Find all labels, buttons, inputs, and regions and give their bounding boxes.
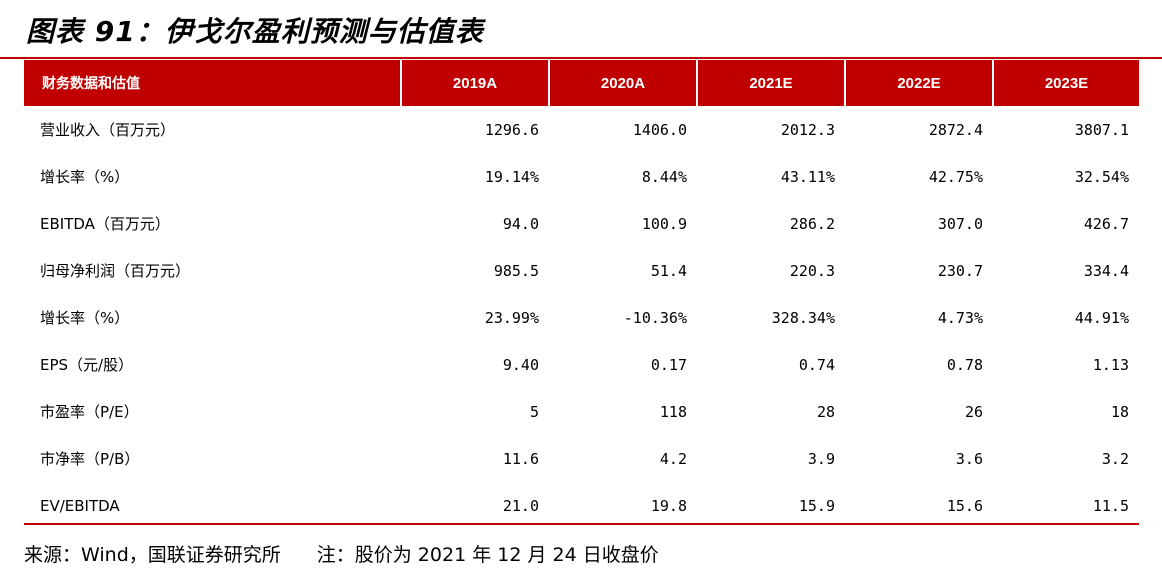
row-label: 归母净利润（百万元） [40,262,191,280]
value-cell: 18 [1110,402,1129,421]
title-divider [0,57,1162,59]
value-cell: 0.17 [650,355,687,374]
table-header-row: 财务数据和估值 2019A 2020A 2021E 2022E 2023E [24,60,1139,106]
value-cell: 44.91% [1074,308,1129,327]
value-cell: 4.2 [659,449,687,468]
value-cell: 21.0 [502,496,539,515]
table-row: EPS（元/股） 9.40 0.17 0.74 0.78 1.13 [24,341,1139,388]
table-row: 增长率（%） 19.14% 8.44% 43.11% 42.75% 32.54% [24,153,1139,200]
header-cell: 2023E [992,60,1139,106]
value-cell: 28 [816,402,835,421]
value-cell: 220.3 [789,261,835,280]
table-row: 营业收入（百万元） 1296.6 1406.0 2012.3 2872.4 3807.1 [24,106,1139,153]
header-cell: 财务数据和估值 [24,60,401,106]
value-cell: 3807.1 [1074,120,1129,139]
value-cell: -10.36% [623,308,687,327]
value-cell: 26 [964,402,983,421]
value-cell: 0.78 [946,355,983,374]
value-cell: 8.44% [641,167,687,186]
row-label: 增长率（%） [40,309,130,327]
value-cell: 42.75% [928,167,983,186]
table-row: 市净率（P/B） 11.6 4.2 3.9 3.6 3.2 [24,435,1139,482]
source-note: 来源：Wind，国联证券研究所 注：股价为 2021 年 12 月 24 日收盘价 [24,540,659,567]
value-cell: 32.54% [1074,167,1129,186]
header-cell: 2019A [400,60,549,106]
value-cell: 19.8 [650,496,687,515]
header-cell: 2021E [696,60,845,106]
row-label: 市净率（P/B） [40,450,140,468]
value-cell: 286.2 [789,214,835,233]
value-cell: 1.13 [1092,355,1129,374]
table-row: EV/EBITDA 21.0 19.8 15.9 15.6 11.5 [24,482,1139,529]
value-cell: 328.34% [771,308,835,327]
value-cell: 2872.4 [928,120,983,139]
value-cell: 100.9 [641,214,687,233]
value-cell: 5 [529,402,539,421]
row-label: 营业收入（百万元） [40,121,176,139]
row-label: EPS（元/股） [40,356,134,374]
row-label: EBITDA（百万元） [40,215,170,233]
value-cell: 51.4 [650,261,687,280]
value-cell: 230.7 [937,261,983,280]
value-cell: 11.5 [1092,496,1129,515]
value-cell: 3.2 [1101,449,1129,468]
value-cell: 23.99% [484,308,539,327]
row-label: 增长率（%） [40,168,130,186]
value-cell: 0.74 [798,355,835,374]
table-row: 归母净利润（百万元） 985.5 51.4 220.3 230.7 334.4 [24,247,1139,294]
forecast-table: 财务数据和估值 2019A 2020A 2021E 2022E 2023E 营业… [24,60,1139,529]
value-cell: 11.6 [502,449,539,468]
value-cell: 1406.0 [632,120,687,139]
value-cell: 2012.3 [780,120,835,139]
source-text: 来源：Wind，国联证券研究所 [24,544,281,566]
price-note: 注：股价为 2021 年 12 月 24 日收盘价 [316,544,659,566]
value-cell: 1296.6 [484,120,539,139]
value-cell: 43.11% [780,167,835,186]
value-cell: 307.0 [937,214,983,233]
value-cell: 94.0 [502,214,539,233]
value-cell: 985.5 [493,261,539,280]
table-row: 增长率（%） 23.99% -10.36% 328.34% 4.73% 44.91% [24,294,1139,341]
value-cell: 4.73% [937,308,983,327]
value-cell: 3.6 [955,449,983,468]
value-cell: 3.9 [807,449,835,468]
table-row: EBITDA（百万元） 94.0 100.9 286.2 307.0 426.7 [24,200,1139,247]
value-cell: 9.40 [502,355,539,374]
value-cell: 19.14% [484,167,539,186]
header-cell: 2022E [844,60,993,106]
value-cell: 15.6 [946,496,983,515]
header-cell: 2020A [548,60,697,106]
value-cell: 15.9 [798,496,835,515]
table-bottom-divider [24,523,1139,525]
value-cell: 426.7 [1083,214,1129,233]
value-cell: 118 [659,402,687,421]
table-row: 市盈率（P/E） 5 118 28 26 18 [24,388,1139,435]
row-label: 市盈率（P/E） [40,403,139,421]
value-cell: 334.4 [1083,261,1129,280]
page-title: 图表 91：伊戈尔盈利预测与估值表 [26,15,484,48]
row-label: EV/EBITDA [40,496,120,515]
